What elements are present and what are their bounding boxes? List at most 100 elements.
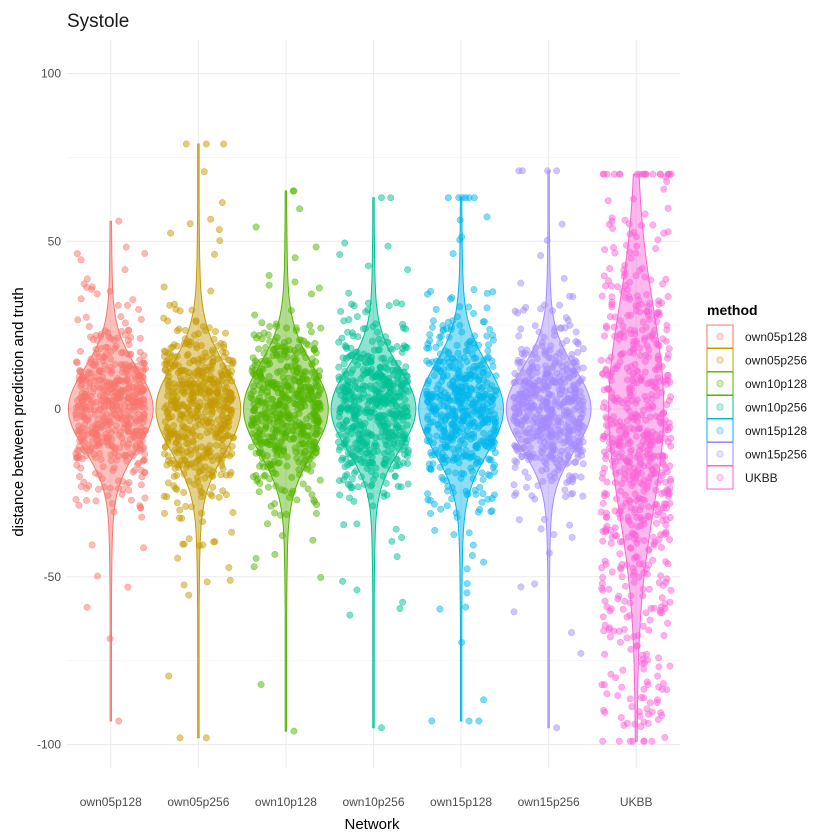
data-point — [125, 326, 132, 334]
series-points — [160, 140, 237, 742]
data-point — [619, 666, 627, 674]
data-point — [664, 560, 672, 568]
data-point — [207, 215, 215, 223]
x-tick-label: own10p128 — [255, 795, 317, 809]
data-point — [258, 335, 266, 343]
data-point — [117, 313, 125, 321]
data-point — [353, 313, 361, 321]
data-point — [114, 301, 122, 309]
data-point — [290, 187, 298, 195]
data-point — [667, 170, 675, 178]
data-point — [160, 347, 168, 355]
data-point — [121, 266, 129, 274]
data-point — [599, 537, 607, 545]
data-point — [426, 337, 434, 345]
data-point — [308, 461, 316, 469]
legend-dot — [716, 356, 724, 364]
data-point — [73, 358, 80, 366]
data-point — [597, 356, 605, 364]
data-point — [656, 170, 664, 178]
data-point — [125, 428, 133, 436]
data-point — [167, 350, 174, 358]
data-point — [202, 140, 210, 148]
data-point — [140, 544, 147, 552]
data-point — [427, 510, 434, 517]
data-point — [340, 521, 348, 529]
data-point — [92, 398, 100, 406]
data-point — [83, 496, 90, 504]
data-point — [107, 451, 115, 459]
data-point — [599, 586, 607, 594]
data-point — [637, 723, 645, 730]
data-point — [392, 525, 400, 533]
y-tick-label: -50 — [44, 570, 62, 584]
data-point — [444, 194, 452, 202]
legend-label: own10p256 — [745, 401, 807, 415]
data-point — [658, 594, 666, 602]
data-point — [115, 431, 123, 439]
data-point — [340, 317, 348, 325]
data-point — [640, 170, 648, 178]
data-point — [83, 603, 91, 611]
data-point — [475, 717, 483, 725]
data-point — [176, 734, 184, 742]
legend-item: own05p128 — [706, 324, 807, 349]
data-point — [642, 609, 650, 617]
data-point — [74, 316, 82, 324]
data-point — [317, 324, 325, 332]
legend-dot — [716, 450, 724, 458]
data-point — [663, 401, 671, 409]
data-point — [579, 460, 587, 468]
data-point — [429, 323, 436, 331]
data-point — [182, 140, 190, 148]
data-point — [661, 734, 669, 741]
data-point — [121, 319, 129, 327]
data-point — [615, 627, 623, 635]
data-point — [364, 262, 372, 270]
data-point — [654, 309, 662, 317]
data-point — [427, 465, 435, 473]
data-point — [553, 724, 561, 732]
data-point — [574, 340, 582, 348]
data-point — [100, 414, 108, 422]
y-axis-label: distance between prediction and truth — [10, 287, 27, 536]
data-point — [660, 229, 668, 237]
data-point — [604, 197, 612, 205]
data-point — [185, 591, 193, 599]
data-point — [226, 452, 234, 460]
violins — [67, 143, 665, 742]
data-point — [662, 530, 670, 537]
data-point — [486, 325, 494, 333]
data-point — [109, 382, 117, 390]
data-point — [614, 283, 622, 291]
data-point — [225, 564, 233, 572]
data-point — [432, 305, 440, 313]
data-point — [85, 370, 93, 377]
x-tick-label: own10p256 — [342, 795, 404, 809]
data-point — [218, 199, 226, 207]
series-points — [72, 217, 149, 725]
data-point — [429, 317, 437, 325]
data-point — [215, 493, 223, 501]
data-point — [515, 332, 523, 340]
data-point — [480, 558, 488, 566]
data-point — [267, 502, 275, 510]
data-point — [271, 509, 279, 517]
data-point — [391, 473, 399, 480]
data-point — [264, 483, 272, 491]
data-point — [251, 311, 259, 319]
legend: own05p128 own05p256 own10p128 own10p256 own1… — [706, 324, 807, 490]
data-point — [513, 458, 521, 466]
data-point — [396, 605, 404, 612]
data-point — [517, 325, 525, 333]
data-point — [618, 573, 626, 581]
data-point — [484, 347, 492, 355]
data-point — [403, 453, 411, 460]
data-point — [484, 354, 492, 362]
data-point — [252, 554, 260, 562]
data-point — [252, 357, 259, 365]
data-point — [465, 717, 473, 725]
data-point — [83, 283, 91, 291]
data-point — [664, 354, 671, 362]
